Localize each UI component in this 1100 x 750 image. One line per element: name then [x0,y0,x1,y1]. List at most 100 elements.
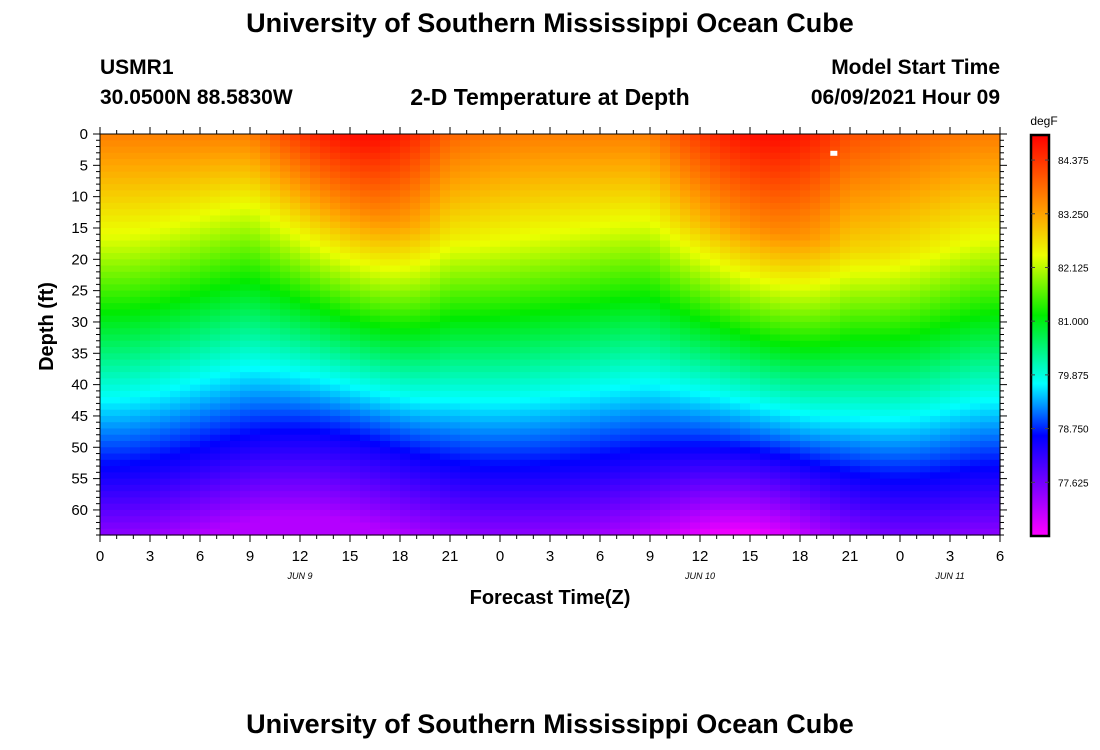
heatmap-cell [280,146,291,154]
heatmap-cell [520,453,531,461]
heatmap-cell [510,177,521,185]
heatmap-cell [420,140,431,148]
heatmap-cell [480,246,491,254]
heatmap-cell [480,372,491,379]
heatmap-cell [170,152,181,160]
heatmap-cell [490,466,501,473]
heatmap-cell [870,328,881,336]
heatmap-cell [510,209,521,217]
heatmap-cell [110,152,121,160]
heatmap-cell [670,459,681,467]
heatmap-cell [100,284,111,292]
heatmap-cell [760,397,771,405]
heatmap-cell [260,347,271,354]
heatmap-cell [250,365,261,373]
heatmap-cell [720,466,731,473]
heatmap-cell [210,215,221,223]
heatmap-cell [330,434,341,442]
heatmap-cell [410,246,421,254]
heatmap-cell [300,390,311,398]
heatmap-cell [550,415,561,423]
heatmap-cell [450,152,461,160]
heatmap-cell [680,271,691,279]
heatmap-cell [270,428,281,436]
heatmap-cell [360,234,371,242]
heatmap-cell [500,215,511,223]
heatmap-cell [810,259,821,267]
heatmap-cell [800,246,811,254]
heatmap-cell [700,359,711,367]
heatmap-cell [650,397,661,405]
heatmap-cell [210,290,221,298]
heatmap-cell [810,484,821,492]
heatmap-cell [870,434,881,442]
heatmap-cell [480,240,491,248]
heatmap-cell [790,215,801,223]
heatmap-cell [640,253,651,260]
heatmap-cell [800,134,811,141]
heatmap-cell [540,152,551,160]
heatmap-cell [690,303,701,311]
heatmap-cell [670,246,681,254]
heatmap-cell [380,397,391,405]
heatmap-cell [420,234,431,242]
heatmap-cell [160,522,171,530]
heatmap-cell [820,278,831,285]
heatmap-cell [420,340,431,348]
heatmap-cell [380,146,391,154]
heatmap-cell [370,290,381,298]
heatmap-cell [140,259,151,267]
heatmap-cell [410,409,421,417]
heatmap-cell [810,409,821,417]
heatmap-cell [170,253,181,260]
heatmap-cell [540,497,551,505]
heatmap-cell [820,159,831,166]
heatmap-cell [250,516,261,524]
heatmap-cell [570,209,581,217]
heatmap-cell [720,321,731,329]
station-id: USMR1 [100,56,174,79]
heatmap-cell [860,466,871,473]
heatmap-cell [150,403,161,411]
heatmap-cell [440,397,451,405]
heatmap-cell [780,259,791,267]
heatmap-cell [590,347,601,354]
heatmap-cell [820,484,831,492]
heatmap-cell [680,177,691,185]
heatmap-cell [310,177,321,185]
heatmap-cell [250,359,261,367]
heatmap-cell [370,403,381,411]
heatmap-cell [550,403,561,411]
heatmap-cell [560,159,571,166]
heatmap-cell [570,415,581,423]
heatmap-cell [410,184,421,191]
heatmap-cell [440,271,451,279]
heatmap-cell [380,265,391,273]
heatmap-cell [500,315,511,323]
heatmap-cell [700,202,711,210]
heatmap-cell [260,466,271,473]
heatmap-cell [770,415,781,423]
heatmap-cell [510,422,521,430]
heatmap-cell [300,221,311,229]
heatmap-cell [230,459,241,467]
heatmap-cell [510,347,521,354]
heatmap-cell [110,415,121,423]
heatmap-cell [530,509,541,517]
heatmap-cell [570,146,581,154]
heatmap-cell [230,428,241,436]
heatmap-cell [500,491,511,499]
heatmap-cell [110,240,121,248]
heatmap-cell [170,522,181,530]
heatmap-cell [860,384,871,392]
heatmap-cell [230,484,241,492]
heatmap-cell [700,171,711,179]
heatmap-cell [580,447,591,455]
heatmap-cell [670,309,681,317]
heatmap-cell [770,221,781,229]
heatmap-cell [780,334,791,342]
heatmap-cell [280,152,291,160]
heatmap-cell [510,334,521,342]
heatmap-cell [210,359,221,367]
heatmap-cell [290,478,301,486]
